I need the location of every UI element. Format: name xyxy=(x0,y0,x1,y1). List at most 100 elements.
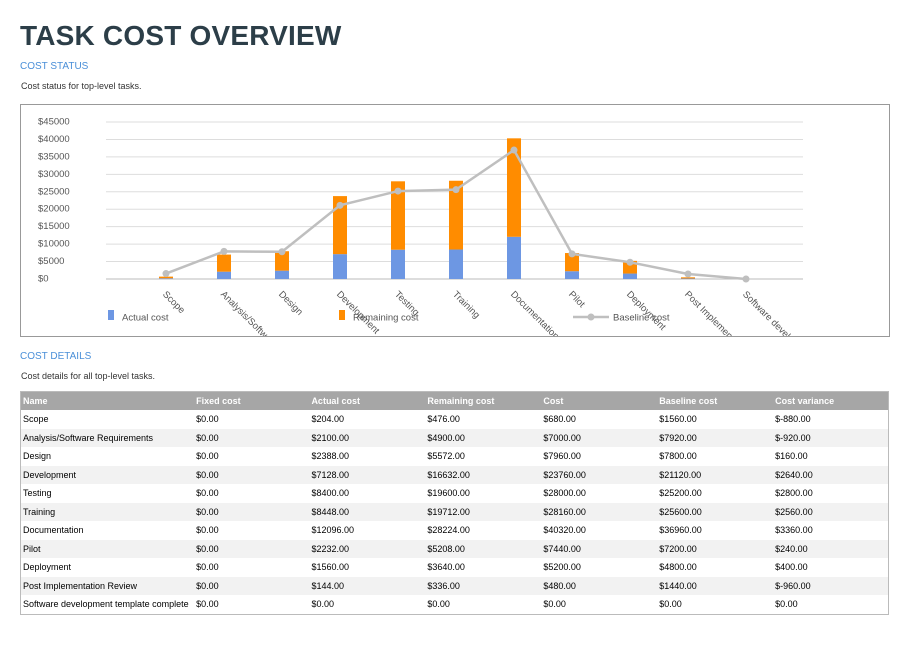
table-cell: $0.00 xyxy=(427,599,450,610)
table-cell: $16632.00 xyxy=(425,465,542,484)
table-cell: $21120.00 xyxy=(657,465,774,484)
x-tick-label: Software development template complete xyxy=(740,289,871,337)
table-cell: $1440.00 xyxy=(657,576,774,595)
table-cell: $7960.00 xyxy=(543,451,581,462)
table-cell: $0.00 xyxy=(196,414,219,425)
line-point xyxy=(162,270,170,278)
bar xyxy=(507,138,521,237)
table-cell: $2388.00 xyxy=(311,451,349,462)
table-cell: $144.00 xyxy=(309,576,426,595)
legend-swatch xyxy=(339,310,345,320)
section-description: Cost status for top-level tasks. xyxy=(21,81,142,91)
bar xyxy=(565,271,579,279)
table-cell: Analysis/Software Requirements xyxy=(20,428,195,447)
y-tick-label: $40000 xyxy=(38,134,70,145)
table-row: Training $0.00 $8448.00 $19712.00 $28160.00 $… xyxy=(20,502,889,521)
table-cell: $3640.00 xyxy=(427,562,465,573)
cost-table: Name Fixed cost Actual cost Remaining cost C… xyxy=(20,391,889,615)
bar xyxy=(275,251,289,271)
legend-label: Actual cost xyxy=(122,313,169,324)
chart: $0 $5000 $10000 $15000 $20000 $25000 $30000 $35… xyxy=(20,104,890,337)
bar xyxy=(333,196,347,255)
line-point xyxy=(510,146,518,154)
table-cell: $2232.00 xyxy=(309,539,426,558)
table-cell: $23760.00 xyxy=(541,465,658,484)
table-cell: $0.00 xyxy=(194,428,310,447)
bar xyxy=(217,254,231,272)
table-cell: $4900.00 xyxy=(425,428,542,447)
table-cell: $0.00 xyxy=(194,576,310,595)
table-cell: $25200.00 xyxy=(659,488,702,499)
table-cell: $0.00 xyxy=(196,451,219,462)
table-cell: Software development template complete xyxy=(23,599,189,610)
page-title: TASK COST OVERVIEW xyxy=(20,20,342,51)
y-tick-label: $10000 xyxy=(38,239,70,250)
table-cell: $36960.00 xyxy=(659,525,702,536)
x-tick-label: Pilot xyxy=(566,289,587,310)
bar xyxy=(159,278,173,279)
line-point xyxy=(452,186,460,194)
table-cell: Design xyxy=(23,451,52,462)
x-tick-label: Documentation xyxy=(508,289,561,337)
table-cell: $204.00 xyxy=(311,414,344,425)
header-row: Name Fixed cost Actual cost Remaining cost C… xyxy=(20,391,889,410)
table-cell: $7440.00 xyxy=(541,539,658,558)
table-cell: $5208.00 xyxy=(425,539,542,558)
line-point xyxy=(336,201,344,209)
x-tick-label: Analysis/Software Requirements xyxy=(218,289,323,337)
table-cell: $0.00 xyxy=(196,562,219,573)
section-heading: COST DETAILS xyxy=(20,351,92,362)
table-row: Scope $0.00 $204.00 $476.00 $680.00 $1560.00 $… xyxy=(21,410,889,429)
table-cell: $7000.00 xyxy=(541,428,658,447)
bar xyxy=(217,271,231,279)
table-cell: $0.00 xyxy=(196,599,219,610)
table-cell: $-880.00 xyxy=(775,414,811,425)
table-cell: $7920.00 xyxy=(657,428,774,447)
column-header: Fixed cost xyxy=(194,391,310,410)
column-header: Actual cost xyxy=(309,391,426,410)
y-tick-label: $0 xyxy=(38,274,49,285)
table-cell: $28160.00 xyxy=(541,502,658,521)
table-row: Testing $0.00 $8400.00 $19600.00 $28000.00 $2… xyxy=(21,484,889,503)
table-cell: $5572.00 xyxy=(427,451,465,462)
table-cell: $240.00 xyxy=(773,539,889,558)
table-cell: $0.00 xyxy=(194,465,310,484)
line-point xyxy=(568,250,576,258)
table-cell: Pilot xyxy=(20,539,195,558)
table-cell: $-960.00 xyxy=(773,576,889,595)
table-cell: $12096.00 xyxy=(311,525,354,536)
x-tick-label: Design xyxy=(276,289,305,318)
line-point xyxy=(742,275,750,283)
line-point xyxy=(684,270,692,278)
table-cell: $-920.00 xyxy=(773,428,889,447)
table-cell: $0.00 xyxy=(196,525,219,536)
table-row: Design $0.00 $2388.00 $5572.00 $7960.00 $7800… xyxy=(21,447,889,466)
line-point xyxy=(626,258,634,266)
column-header: Cost variance xyxy=(773,391,889,410)
legend-point xyxy=(587,313,595,321)
table-row: Development $0.00 $7128.00 $16632.00 $23760.… xyxy=(20,465,889,484)
y-tick-label: $45000 xyxy=(38,117,70,128)
table-cell: Post Implementation Review xyxy=(20,576,195,595)
bar xyxy=(681,278,695,279)
table-cell: $0.00 xyxy=(543,599,566,610)
bar xyxy=(449,180,463,250)
y-tick-label: $30000 xyxy=(38,169,70,180)
legend-swatch xyxy=(108,310,114,320)
section-description: Cost details for all top-level tasks. xyxy=(21,371,156,381)
table-cell: $25600.00 xyxy=(657,502,774,521)
table-cell: $3360.00 xyxy=(775,525,813,536)
bar xyxy=(333,254,347,279)
table-cell: $8400.00 xyxy=(311,488,349,499)
table-cell: $160.00 xyxy=(775,451,808,462)
bar xyxy=(391,249,405,279)
table-cell: $19600.00 xyxy=(427,488,470,499)
table-cell: $2560.00 xyxy=(773,502,889,521)
line-point xyxy=(220,247,228,255)
table-cell: $7800.00 xyxy=(659,451,697,462)
table-cell: $40320.00 xyxy=(543,525,586,536)
bar xyxy=(275,270,289,279)
table-cell: $19712.00 xyxy=(425,502,542,521)
bar xyxy=(159,276,173,279)
